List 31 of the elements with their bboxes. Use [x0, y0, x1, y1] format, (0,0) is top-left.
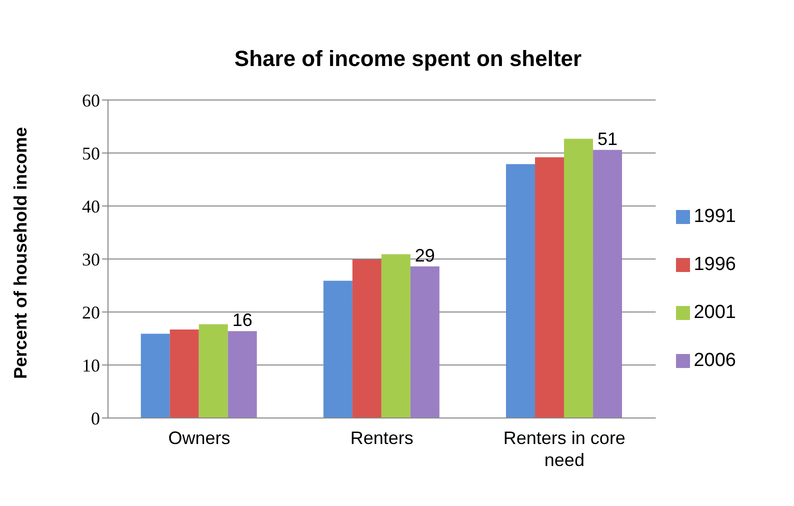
bar	[352, 260, 382, 418]
x-tick-label: Renters	[350, 428, 414, 448]
y-tick-label: 30	[82, 249, 100, 270]
bar	[381, 254, 410, 418]
bar	[170, 329, 199, 418]
x-tick-label: Owners	[168, 428, 230, 448]
y-tick-label: 10	[82, 355, 100, 376]
data-label: 51	[597, 128, 618, 149]
y-tick-label: 60	[82, 90, 100, 110]
y-tick-label: 40	[82, 196, 100, 216]
y-axis-title: Percent of household income	[10, 126, 30, 379]
legend-label: 1991	[694, 206, 736, 227]
legend-label: 2001	[694, 302, 736, 323]
bar	[228, 331, 257, 418]
bar	[140, 334, 170, 418]
legend-label: 1996	[694, 254, 736, 275]
bar	[323, 280, 352, 418]
bar	[535, 157, 564, 418]
y-tick-label: 20	[82, 302, 100, 322]
y-tick-label: 0	[91, 408, 100, 428]
bar	[198, 324, 228, 418]
data-label: 29	[414, 245, 435, 266]
bar	[506, 164, 536, 418]
bar	[410, 266, 440, 418]
chart-title: Share of income spent on shelter	[233, 45, 583, 73]
bar	[564, 138, 594, 418]
data-label: 16	[232, 310, 252, 330]
legend-label: 2006	[694, 350, 736, 371]
bar	[593, 150, 622, 418]
x-tick-label: Renters in core need	[503, 428, 626, 470]
y-tick-label: 50	[82, 143, 100, 164]
